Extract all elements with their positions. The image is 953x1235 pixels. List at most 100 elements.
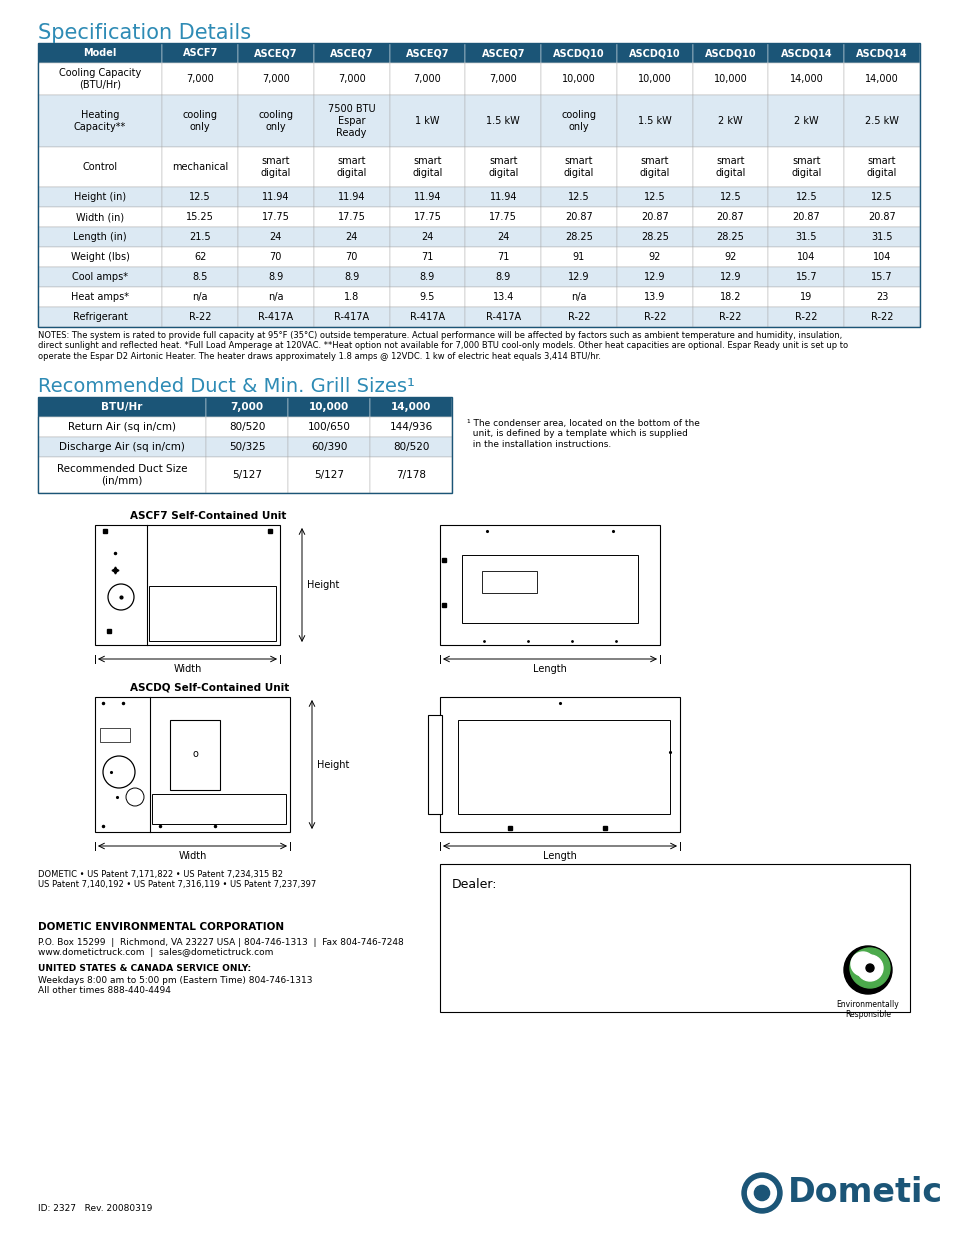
Bar [767,95,843,147]
Bar [314,267,389,287]
Bar [95,525,280,645]
Text: ID: 2327   Rev. 20080319: ID: 2327 Rev. 20080319 [38,1204,152,1213]
Text: DOMETIC ENVIRONMENTAL CORPORATION: DOMETIC ENVIRONMENTAL CORPORATION [38,923,284,932]
Bar [389,308,465,327]
Bar [237,147,314,186]
Bar [692,287,767,308]
Text: 24: 24 [497,232,509,242]
Bar [767,267,843,287]
Text: 91: 91 [572,252,584,262]
Bar [237,186,314,207]
Bar [100,727,130,742]
Text: Length: Length [533,664,566,674]
Circle shape [843,946,891,994]
Bar [314,186,389,207]
Bar [38,396,452,493]
Text: UNITED STATES & CANADA SERVICE ONLY:: UNITED STATES & CANADA SERVICE ONLY: [38,965,251,973]
Text: R-417A: R-417A [485,312,520,322]
Bar [389,43,465,63]
Bar [465,147,540,186]
Text: 71: 71 [497,252,509,262]
Bar [617,308,692,327]
Text: 1.5 kW: 1.5 kW [486,116,519,126]
Bar [465,267,540,287]
Bar [206,457,288,493]
Bar [288,417,370,437]
Bar [540,147,617,186]
Text: smart
digital: smart digital [639,156,669,178]
Text: 20.87: 20.87 [792,212,820,222]
Text: R-22: R-22 [794,312,817,322]
Bar [288,457,370,493]
Bar [162,267,237,287]
Text: NOTES: The system is rated to provide full capacity at 95°F (35°C) outside tempe: NOTES: The system is rated to provide fu… [38,331,847,361]
Bar [152,794,286,824]
Bar [38,396,206,417]
Bar [540,287,617,308]
Bar [389,267,465,287]
Bar [370,437,452,457]
Bar [38,95,162,147]
Text: smart
digital: smart digital [336,156,367,178]
Bar [617,186,692,207]
Bar [540,207,617,227]
Bar [162,147,237,186]
Text: R-22: R-22 [643,312,665,322]
Bar [389,227,465,247]
Circle shape [850,952,874,976]
Bar [843,227,919,247]
Text: n/a: n/a [268,291,283,303]
Bar [237,63,314,95]
Bar [314,227,389,247]
Bar [237,308,314,327]
Bar [843,267,919,287]
Bar [170,720,220,790]
Text: 104: 104 [872,252,890,262]
Bar [162,95,237,147]
Bar [767,186,843,207]
Text: BTU/Hr: BTU/Hr [101,403,143,412]
Text: Height: Height [307,580,339,590]
Circle shape [754,1186,769,1200]
Bar [692,95,767,147]
Bar [540,63,617,95]
Text: 12.5: 12.5 [189,191,211,203]
Text: 12.5: 12.5 [870,191,892,203]
Text: 14,000: 14,000 [789,74,822,84]
Bar [389,247,465,267]
Circle shape [865,965,873,972]
Bar [465,186,540,207]
Text: o: o [192,748,197,760]
Text: ASCEQ7: ASCEQ7 [330,48,373,58]
Text: R-417A: R-417A [334,312,369,322]
Bar [38,308,162,327]
Text: 12.5: 12.5 [719,191,740,203]
Text: 15.7: 15.7 [795,272,817,282]
Text: R-22: R-22 [719,312,741,322]
Text: Recommended Duct Size
(in/mm): Recommended Duct Size (in/mm) [56,464,187,485]
Text: 1.8: 1.8 [344,291,359,303]
Text: ASCEQ7: ASCEQ7 [405,48,449,58]
Text: ¹ The condenser area, located on the bottom of the
  unit, is defined by a templ: ¹ The condenser area, located on the bot… [467,419,700,448]
Bar [439,697,679,832]
Text: Heat amps*: Heat amps* [71,291,129,303]
Bar [692,227,767,247]
Text: 7,000: 7,000 [489,74,517,84]
Text: 144/936: 144/936 [389,422,432,432]
Bar [237,227,314,247]
Text: 50/325: 50/325 [229,442,265,452]
Text: R-22: R-22 [189,312,212,322]
Bar [162,227,237,247]
Bar [465,63,540,95]
Text: Model: Model [83,48,116,58]
Text: 7,000: 7,000 [413,74,441,84]
Bar [540,308,617,327]
Text: 28.25: 28.25 [564,232,593,242]
Bar [540,186,617,207]
Text: R-22: R-22 [567,312,590,322]
Bar [767,43,843,63]
Bar [767,247,843,267]
Bar [314,95,389,147]
Bar [461,555,638,622]
Text: 12.9: 12.9 [720,272,740,282]
